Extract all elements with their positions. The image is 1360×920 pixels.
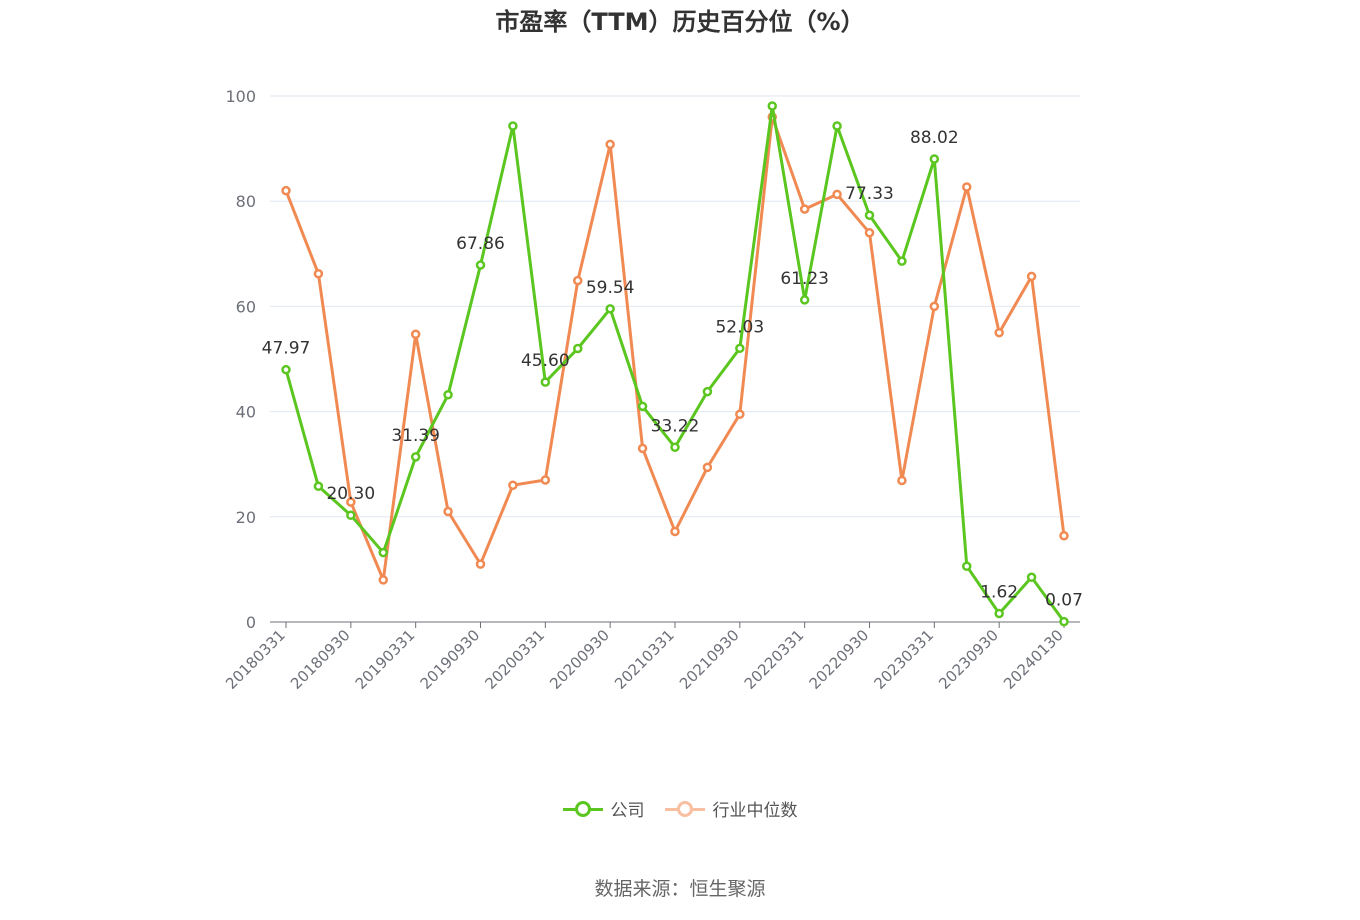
y-tick-label: 40 (236, 403, 256, 422)
data-point (929, 154, 940, 164)
data-label: 31.39 (391, 426, 440, 446)
data-point (540, 377, 551, 387)
x-tick-label: 20210331 (611, 626, 678, 693)
data-point (573, 275, 583, 286)
x-axis: 2018033120180930201903312019093020200331… (222, 621, 1080, 693)
data-point (929, 301, 940, 312)
series-layer (281, 101, 1069, 627)
data-point (410, 452, 421, 462)
x-tick-label: 20220930 (806, 626, 873, 693)
data-labels: 47.97 20.30 31.39 67.86 45.60 59.54 33.22 52.03… (262, 128, 1083, 611)
data-point (605, 139, 615, 150)
data-label: 33.22 (651, 416, 700, 436)
data-point (605, 304, 615, 314)
data-point (1026, 271, 1037, 282)
data-point (897, 475, 907, 486)
data-point (346, 510, 356, 520)
legend-marker-industry-median (664, 800, 705, 817)
series-line-1 (284, 115, 1066, 582)
data-point (994, 608, 1004, 619)
data-label: 1.62 (980, 582, 1018, 602)
y-tick-label: 100 (225, 87, 256, 106)
data-point (281, 364, 291, 375)
legend-label-company: 公司 (610, 801, 645, 821)
data-point (702, 462, 713, 473)
data-point (508, 121, 518, 131)
data-point (799, 295, 810, 305)
series-line-0 (284, 104, 1066, 623)
data-label: 77.33 (845, 184, 894, 204)
x-tick-label: 20230930 (935, 626, 1002, 693)
data-point (540, 475, 551, 485)
data-point (378, 547, 388, 558)
data-point (443, 390, 453, 400)
data-label: 0.07 (1045, 591, 1083, 611)
x-tick-label: 20190930 (417, 626, 484, 693)
x-tick-label: 20220331 (741, 626, 808, 693)
data-point (637, 401, 648, 412)
data-label: 88.02 (910, 128, 959, 148)
chart-title: 市盈率（TTM）历史百分位（%） (495, 8, 864, 36)
data-point (508, 480, 518, 490)
legend-label-industry-median: 行业中位数 (712, 801, 798, 821)
data-point (378, 575, 388, 585)
x-tick-label: 20240130 (1000, 626, 1067, 693)
x-tick-label: 20180930 (287, 626, 354, 693)
data-point (313, 481, 324, 492)
data-point (767, 101, 777, 111)
data-point (799, 204, 810, 214)
legend: 公司 行业中位数 (0, 796, 1360, 821)
x-tick-label: 20190331 (352, 626, 419, 693)
data-point (475, 559, 486, 569)
x-tick-label: 20200331 (481, 626, 548, 693)
data-point (702, 386, 713, 397)
data-point (735, 409, 745, 419)
data-label: 59.54 (586, 278, 635, 298)
data-point (1026, 572, 1037, 583)
y-tick-label: 80 (236, 192, 256, 211)
data-point (1059, 616, 1069, 627)
data-point (994, 327, 1004, 338)
data-point (864, 210, 875, 220)
data-label: 67.86 (456, 234, 505, 254)
data-point (832, 189, 842, 200)
data-point (735, 343, 745, 354)
data-point (670, 442, 680, 453)
data-label: 20.30 (326, 484, 375, 504)
legend-item-industry-median[interactable]: 行业中位数 (664, 796, 798, 821)
data-point (346, 497, 356, 507)
data-label: 45.60 (521, 351, 570, 371)
data-source: 数据来源：恒生聚源 (594, 878, 766, 900)
x-tick-label: 20180331 (222, 626, 289, 693)
data-point (962, 182, 972, 192)
data-point (475, 260, 486, 270)
data-point (962, 561, 972, 571)
data-point (897, 256, 907, 266)
data-point (573, 343, 583, 354)
data-label: 61.23 (780, 269, 829, 289)
x-tick-label: 20210930 (676, 626, 743, 693)
y-axis: 0 20 40 60 80 100 (225, 87, 256, 632)
data-point (1059, 530, 1069, 541)
data-point (281, 185, 291, 196)
legend-marker-company (562, 800, 603, 817)
data-point (410, 329, 421, 340)
data-label: 52.03 (715, 317, 764, 337)
data-point (670, 526, 680, 537)
data-point (313, 269, 324, 279)
data-point (864, 228, 875, 238)
data-point (832, 121, 842, 131)
y-tick-label: 20 (236, 508, 256, 527)
y-tick-label: 0 (246, 613, 256, 632)
y-tick-label: 60 (236, 297, 256, 316)
legend-item-company[interactable]: 公司 (562, 796, 645, 821)
data-point (443, 506, 453, 517)
data-label: 47.97 (262, 339, 311, 359)
x-tick-label: 20200930 (546, 626, 613, 693)
data-point (637, 443, 648, 454)
x-tick-label: 20230331 (870, 626, 937, 693)
